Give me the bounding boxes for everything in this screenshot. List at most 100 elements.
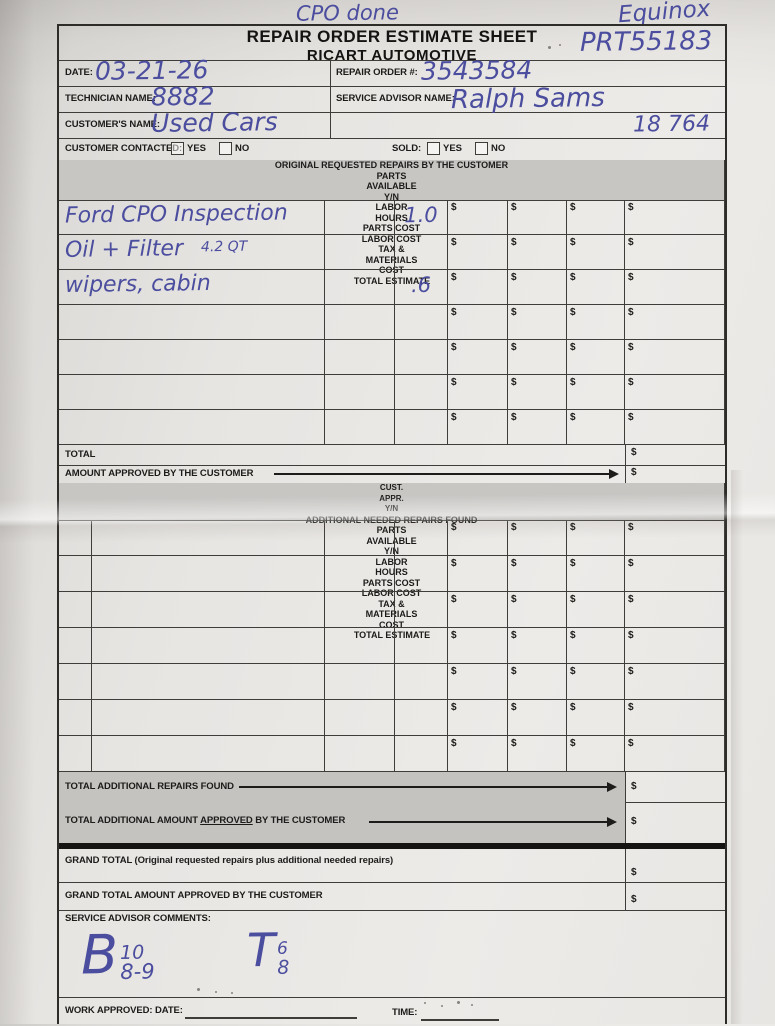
- dollar-sign: $: [511, 272, 517, 283]
- cost-cell: $: [508, 270, 567, 305]
- dollar-sign: $: [451, 272, 457, 283]
- parts-available-cell: [325, 340, 395, 375]
- handwritten-note: 4.2 QT: [200, 238, 248, 256]
- contacted-no-checkbox: [219, 142, 232, 155]
- parts-available-cell: [325, 628, 395, 664]
- dollar-sign: $: [570, 237, 576, 248]
- description-cell: [92, 664, 325, 700]
- arrow-line: [239, 782, 617, 792]
- dollar-sign: $: [451, 558, 457, 569]
- description-cell: [92, 592, 325, 628]
- work-approved-row: WORK APPROVED: DATE: TIME:: [59, 997, 725, 1026]
- parts-available-cell: [325, 736, 395, 772]
- description-cell: Oil + Filter 4.2 QT: [59, 235, 325, 270]
- dollar-sign: $: [511, 630, 517, 641]
- dollar-sign: $: [628, 412, 634, 423]
- table-row: Oil + Filter 4.2 QT $ $ $ $: [59, 235, 725, 270]
- dollar-sign: $: [570, 377, 576, 388]
- total-label: TOTAL: [65, 449, 96, 460]
- grand-total-label: GRAND TOTAL (Original requested repairs …: [65, 855, 394, 866]
- table-row: $ $ $ $: [59, 340, 725, 375]
- paper-crease-vertical: [731, 470, 743, 1024]
- description-cell: [92, 556, 325, 592]
- cost-cell: $: [567, 340, 625, 375]
- sold-yes-checkbox: [427, 142, 440, 155]
- parts-available-cell: [325, 270, 395, 305]
- parts-available-cell: [325, 235, 395, 270]
- cost-cell: $: [567, 736, 625, 772]
- arrow-line: [274, 469, 619, 479]
- date-label: DATE:: [65, 67, 93, 78]
- cost-cell: $: [567, 305, 625, 340]
- sold-no-checkbox: [475, 142, 488, 155]
- ink-speck: [457, 1001, 460, 1004]
- description-cell: [59, 340, 325, 375]
- cost-cell: $: [567, 628, 625, 664]
- cost-cell: $: [567, 700, 625, 736]
- dollar-sign: $: [631, 781, 637, 792]
- dollar-sign: $: [451, 202, 457, 213]
- stock-number-value: 18 764: [632, 111, 711, 138]
- cost-cell: $: [508, 736, 567, 772]
- comments-label: SERVICE ADVISOR COMMENTS:: [65, 913, 211, 924]
- dollar-sign: $: [628, 377, 634, 388]
- description-cell: Ford CPO Inspection: [59, 200, 325, 235]
- dollar-sign: $: [451, 630, 457, 641]
- comment-subscript: 8: [277, 956, 290, 979]
- cost-cell: $: [625, 200, 725, 235]
- column-divider: [330, 86, 331, 112]
- advisor-value: Ralph Sams: [450, 82, 605, 116]
- customer-contacted-label: CUSTOMER CONTACTED:: [65, 143, 183, 154]
- cost-cell: $: [448, 340, 508, 375]
- cost-cell: $: [625, 235, 725, 270]
- amount-approved-label: AMOUNT APPROVED BY THE CUSTOMER: [65, 468, 254, 479]
- cost-cell: $: [567, 520, 625, 556]
- column-divider: [625, 882, 626, 910]
- labor-hours-cell: [395, 700, 448, 736]
- dollar-sign: $: [570, 666, 576, 677]
- ink-speck: [471, 1004, 473, 1006]
- cost-cell: $: [448, 235, 508, 270]
- dollar-sign: $: [451, 666, 457, 677]
- header-cust-appr: CUST. APPR. Y/N: [59, 483, 725, 515]
- cust-appr-cell: [59, 700, 92, 736]
- cust-appr-cell: [59, 592, 92, 628]
- cost-cell: $: [448, 375, 508, 410]
- column-divider: [625, 445, 626, 465]
- parts-available-cell: [325, 410, 395, 445]
- labor-hours-cell: [395, 736, 448, 772]
- table-row: $ $ $ $: [59, 592, 725, 628]
- label-suffix: BY THE CUSTOMER: [252, 815, 346, 826]
- dollar-sign: $: [628, 342, 634, 353]
- dollar-sign: $: [451, 412, 457, 423]
- column-divider: [625, 772, 626, 802]
- dollar-sign: $: [511, 558, 517, 569]
- cost-cell: $: [508, 200, 567, 235]
- ink-speck: [215, 991, 217, 993]
- contacted-yes-label: YES: [187, 143, 207, 154]
- work-approved-label: WORK APPROVED:: [65, 1005, 153, 1016]
- dollar-sign: $: [628, 237, 634, 248]
- cost-cell: $: [625, 628, 725, 664]
- advisor-label: SERVICE ADVISOR NAME:: [336, 93, 455, 104]
- dollar-sign: $: [511, 237, 517, 248]
- cust-appr-cell: [59, 664, 92, 700]
- cost-cell: $: [508, 340, 567, 375]
- handwritten-entry: wipers, cabin: [64, 270, 211, 299]
- original-repairs-body: Ford CPO Inspection 1.0 $ $ $ $ Oil + Filter 4.…: [59, 200, 725, 445]
- cost-cell: $: [508, 520, 567, 556]
- repair-order-value: 3543584: [420, 55, 533, 86]
- table-row: $ $ $ $: [59, 375, 725, 410]
- dollar-sign: $: [628, 558, 634, 569]
- dollar-sign: $: [570, 702, 576, 713]
- dollar-sign: $: [451, 377, 457, 388]
- cost-cell: $: [508, 235, 567, 270]
- ink-speck: [548, 46, 551, 49]
- total-additional-approved-label: TOTAL ADDITIONAL AMOUNT APPROVED BY THE …: [65, 815, 345, 826]
- cost-cell: $: [508, 375, 567, 410]
- dollar-sign: $: [628, 202, 634, 213]
- labor-hours-cell: 1.0: [395, 200, 448, 235]
- column-divider: [330, 112, 331, 138]
- dollar-sign: $: [511, 594, 517, 605]
